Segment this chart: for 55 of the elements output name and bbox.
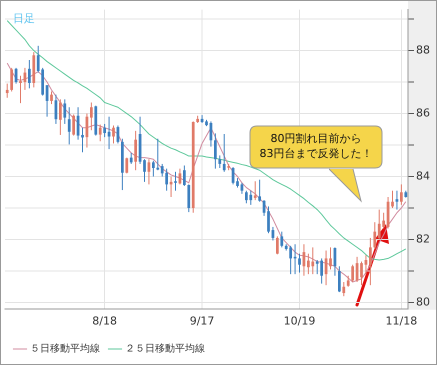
y-tick-label: 86 <box>416 106 430 120</box>
candlestick <box>316 259 319 275</box>
candlestick <box>36 45 40 74</box>
candlestick <box>294 244 296 275</box>
candlestick <box>187 184 190 213</box>
candlestick <box>170 176 172 198</box>
candlestick <box>63 98 66 124</box>
candlestick <box>276 236 279 255</box>
candlestick <box>346 275 350 288</box>
y-tick-label: 82 <box>416 232 430 246</box>
legend-label: ５日移動平均線 <box>30 342 100 355</box>
candlestick <box>338 266 341 293</box>
candlestick <box>10 67 14 92</box>
annotation: 日足 <box>13 12 35 25</box>
x-tick-label: 9/17 <box>190 314 214 328</box>
candlestick <box>160 163 164 178</box>
y-tick-label: 80 <box>416 295 430 308</box>
candlestick <box>182 165 186 186</box>
annotation: 80円割れ目前から 83円台まで反発した！ <box>258 131 374 161</box>
candlestick <box>218 154 222 169</box>
candlestick <box>396 190 398 210</box>
candlestick <box>58 98 62 136</box>
x-tick-label: 10/19 <box>284 314 316 328</box>
candlestick <box>54 94 58 124</box>
candlestick <box>156 138 160 171</box>
legend-label: ２５日移動平均線 <box>125 342 205 355</box>
candlestick <box>174 171 177 192</box>
candlestick <box>311 246 314 275</box>
candlestick <box>351 264 354 283</box>
candlestick <box>103 123 106 138</box>
candlestick <box>98 124 102 142</box>
candlestick <box>334 246 336 276</box>
candlestick <box>302 244 306 276</box>
candlestick <box>298 253 301 274</box>
candlestick <box>108 116 110 150</box>
candlestick <box>320 258 324 284</box>
candlestick <box>148 158 150 185</box>
candlestick <box>289 245 292 275</box>
candlestick <box>28 59 31 89</box>
candlestick <box>14 67 18 84</box>
candlestick <box>280 231 284 248</box>
candlestick <box>165 168 168 192</box>
candlestick <box>112 125 115 144</box>
y-tick-label: 88 <box>416 43 430 56</box>
candlestick <box>134 130 138 171</box>
x-tick-label: 8/18 <box>92 314 117 328</box>
candlestick <box>72 114 76 136</box>
y-tick-label: 84 <box>416 169 430 182</box>
candlestick <box>130 152 133 164</box>
candlestick <box>50 90 53 105</box>
candlestick <box>68 106 71 145</box>
x-tick-label: 11/18 <box>386 314 418 328</box>
candlestick <box>116 125 120 144</box>
candlestick <box>258 179 262 202</box>
candlestick <box>178 168 182 185</box>
